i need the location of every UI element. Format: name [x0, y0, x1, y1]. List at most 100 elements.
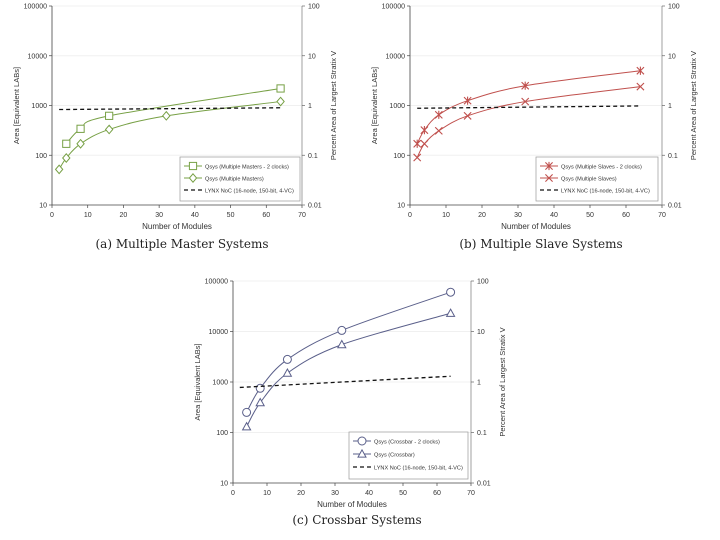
- legend-marker: [188, 173, 198, 183]
- y-tick-label-right: 0.1: [308, 153, 318, 160]
- x-tick-label: 70: [658, 212, 666, 219]
- y-tick-label-right: 0.01: [668, 203, 682, 210]
- x-tick-label: 20: [478, 212, 486, 219]
- series-3: [417, 105, 641, 109]
- legend-label: Qsys (Multiple Slaves): [561, 176, 617, 182]
- series-line: [416, 86, 641, 158]
- data-point: [76, 138, 85, 149]
- y-tick-label: 100000: [205, 279, 228, 286]
- legend-label: LYNX NoC (16-node, 150-bit, 4-VC): [561, 188, 650, 194]
- x-axis-title: Number of Modules: [317, 500, 387, 509]
- y-axis-title-right: Percent Area of Largest Stratix V: [329, 51, 338, 160]
- y-axis-title: Area [Equivalent LABs]: [370, 67, 379, 144]
- x-tick-label: 60: [622, 212, 630, 219]
- data-point: [336, 339, 347, 349]
- data-point: [636, 66, 645, 75]
- x-tick-label: 0: [408, 212, 412, 219]
- y-tick-label-right: 1: [308, 103, 312, 110]
- legend: Qsys (Crossbar - 2 clocks) Qsys (Crossbar…: [348, 431, 469, 480]
- x-tick-label: 0: [231, 490, 235, 497]
- y-tick-label: 1000: [31, 103, 47, 110]
- series-2: [241, 308, 456, 431]
- x-tick-label: 30: [514, 212, 522, 219]
- data-point: [521, 97, 530, 106]
- series-line: [65, 87, 281, 145]
- y-axis-title: Area [Equivalent LABs]: [12, 67, 21, 144]
- x-tick-label: 40: [191, 212, 199, 219]
- legend-box: [179, 156, 301, 202]
- legend: Qsys (Multiple Slaves - 2 clocks) Qsys (M…: [535, 156, 659, 202]
- series-3: [59, 107, 281, 111]
- series-line: [59, 107, 281, 111]
- series-3: [239, 375, 451, 389]
- data-point: [62, 139, 71, 148]
- x-tick-label: 0: [50, 212, 54, 219]
- data-point: [76, 124, 85, 133]
- y-tick-label-right: 1: [668, 103, 672, 110]
- data-point: [105, 111, 114, 120]
- y-tick-label-right: 100: [477, 279, 489, 286]
- x-tick-label: 20: [297, 490, 305, 497]
- x-tick-label: 20: [120, 212, 128, 219]
- y-tick-label-right: 10: [477, 329, 485, 336]
- y-tick-label-right: 0.1: [477, 430, 487, 437]
- data-point: [104, 124, 114, 135]
- data-point: [463, 96, 472, 105]
- x-tick-label: 50: [227, 212, 235, 219]
- legend-marker: [545, 161, 553, 171]
- y-tick-label: 100000: [24, 4, 47, 11]
- figure-caption: (b) Multiple Slave Systems: [459, 237, 622, 251]
- data-point: [255, 383, 265, 393]
- y-tick-label: 100000: [382, 4, 405, 11]
- legend-marker: [357, 436, 367, 446]
- x-tick-label: 30: [155, 212, 163, 219]
- y-tick-label-right: 0.1: [668, 153, 678, 160]
- y-tick-label-right: 0.01: [477, 481, 491, 488]
- x-axis-title: Number of Modules: [501, 222, 571, 231]
- legend-label: Qsys (Multiple Masters): [205, 176, 264, 182]
- legend-label: Qsys (Crossbar - 2 clocks): [374, 439, 440, 445]
- data-point: [54, 164, 64, 175]
- y-tick-label: 1000: [212, 380, 228, 387]
- y-tick-label-right: 1: [477, 380, 481, 387]
- data-point: [420, 139, 429, 148]
- data-point: [420, 126, 429, 135]
- series-1: [242, 287, 456, 417]
- x-tick-label: 60: [262, 212, 270, 219]
- x-axis-title: Number of Modules: [142, 222, 212, 231]
- legend-label: Qsys (Multiple Masters - 2 clocks): [205, 164, 289, 170]
- data-point: [413, 139, 422, 148]
- series-1: [413, 66, 645, 148]
- data-point: [62, 153, 71, 163]
- y-tick-label: 10000: [209, 329, 229, 336]
- y-axis-title: Area [Equivalent LABs]: [193, 343, 202, 420]
- y-axis-title-right: Percent Area of Largest Stratix V: [498, 327, 507, 436]
- legend-marker: [188, 161, 198, 171]
- series-line: [246, 291, 451, 413]
- data-point: [434, 110, 443, 119]
- legend-label: Qsys (Crossbar): [374, 452, 415, 458]
- y-tick-label: 10: [220, 481, 228, 488]
- series-line: [416, 70, 641, 145]
- data-point: [521, 81, 530, 90]
- legend-label: Qsys (Multiple Slaves - 2 clocks): [561, 164, 642, 170]
- x-tick-label: 60: [433, 490, 441, 497]
- y-tick-label-right: 100: [668, 4, 680, 11]
- data-point: [446, 287, 456, 297]
- data-point: [241, 421, 252, 431]
- data-point: [445, 308, 456, 317]
- data-point: [162, 110, 171, 121]
- data-point: [636, 82, 645, 91]
- x-tick-label: 10: [263, 490, 271, 497]
- figure-caption: (c) Crossbar Systems: [292, 513, 421, 527]
- figure-caption: (a) Multiple Master Systems: [96, 237, 269, 251]
- y-tick-label: 10000: [386, 53, 406, 60]
- legend-box: [348, 431, 469, 480]
- chart-panel-1: 0 10 20 30 40 50 60 70101001000100001000000.010…: [12, 4, 338, 252]
- x-tick-label: 30: [331, 490, 339, 497]
- x-tick-label: 70: [298, 212, 306, 219]
- y-tick-label: 1000: [389, 103, 405, 110]
- y-tick-label: 100: [393, 153, 405, 160]
- series-line: [417, 105, 641, 109]
